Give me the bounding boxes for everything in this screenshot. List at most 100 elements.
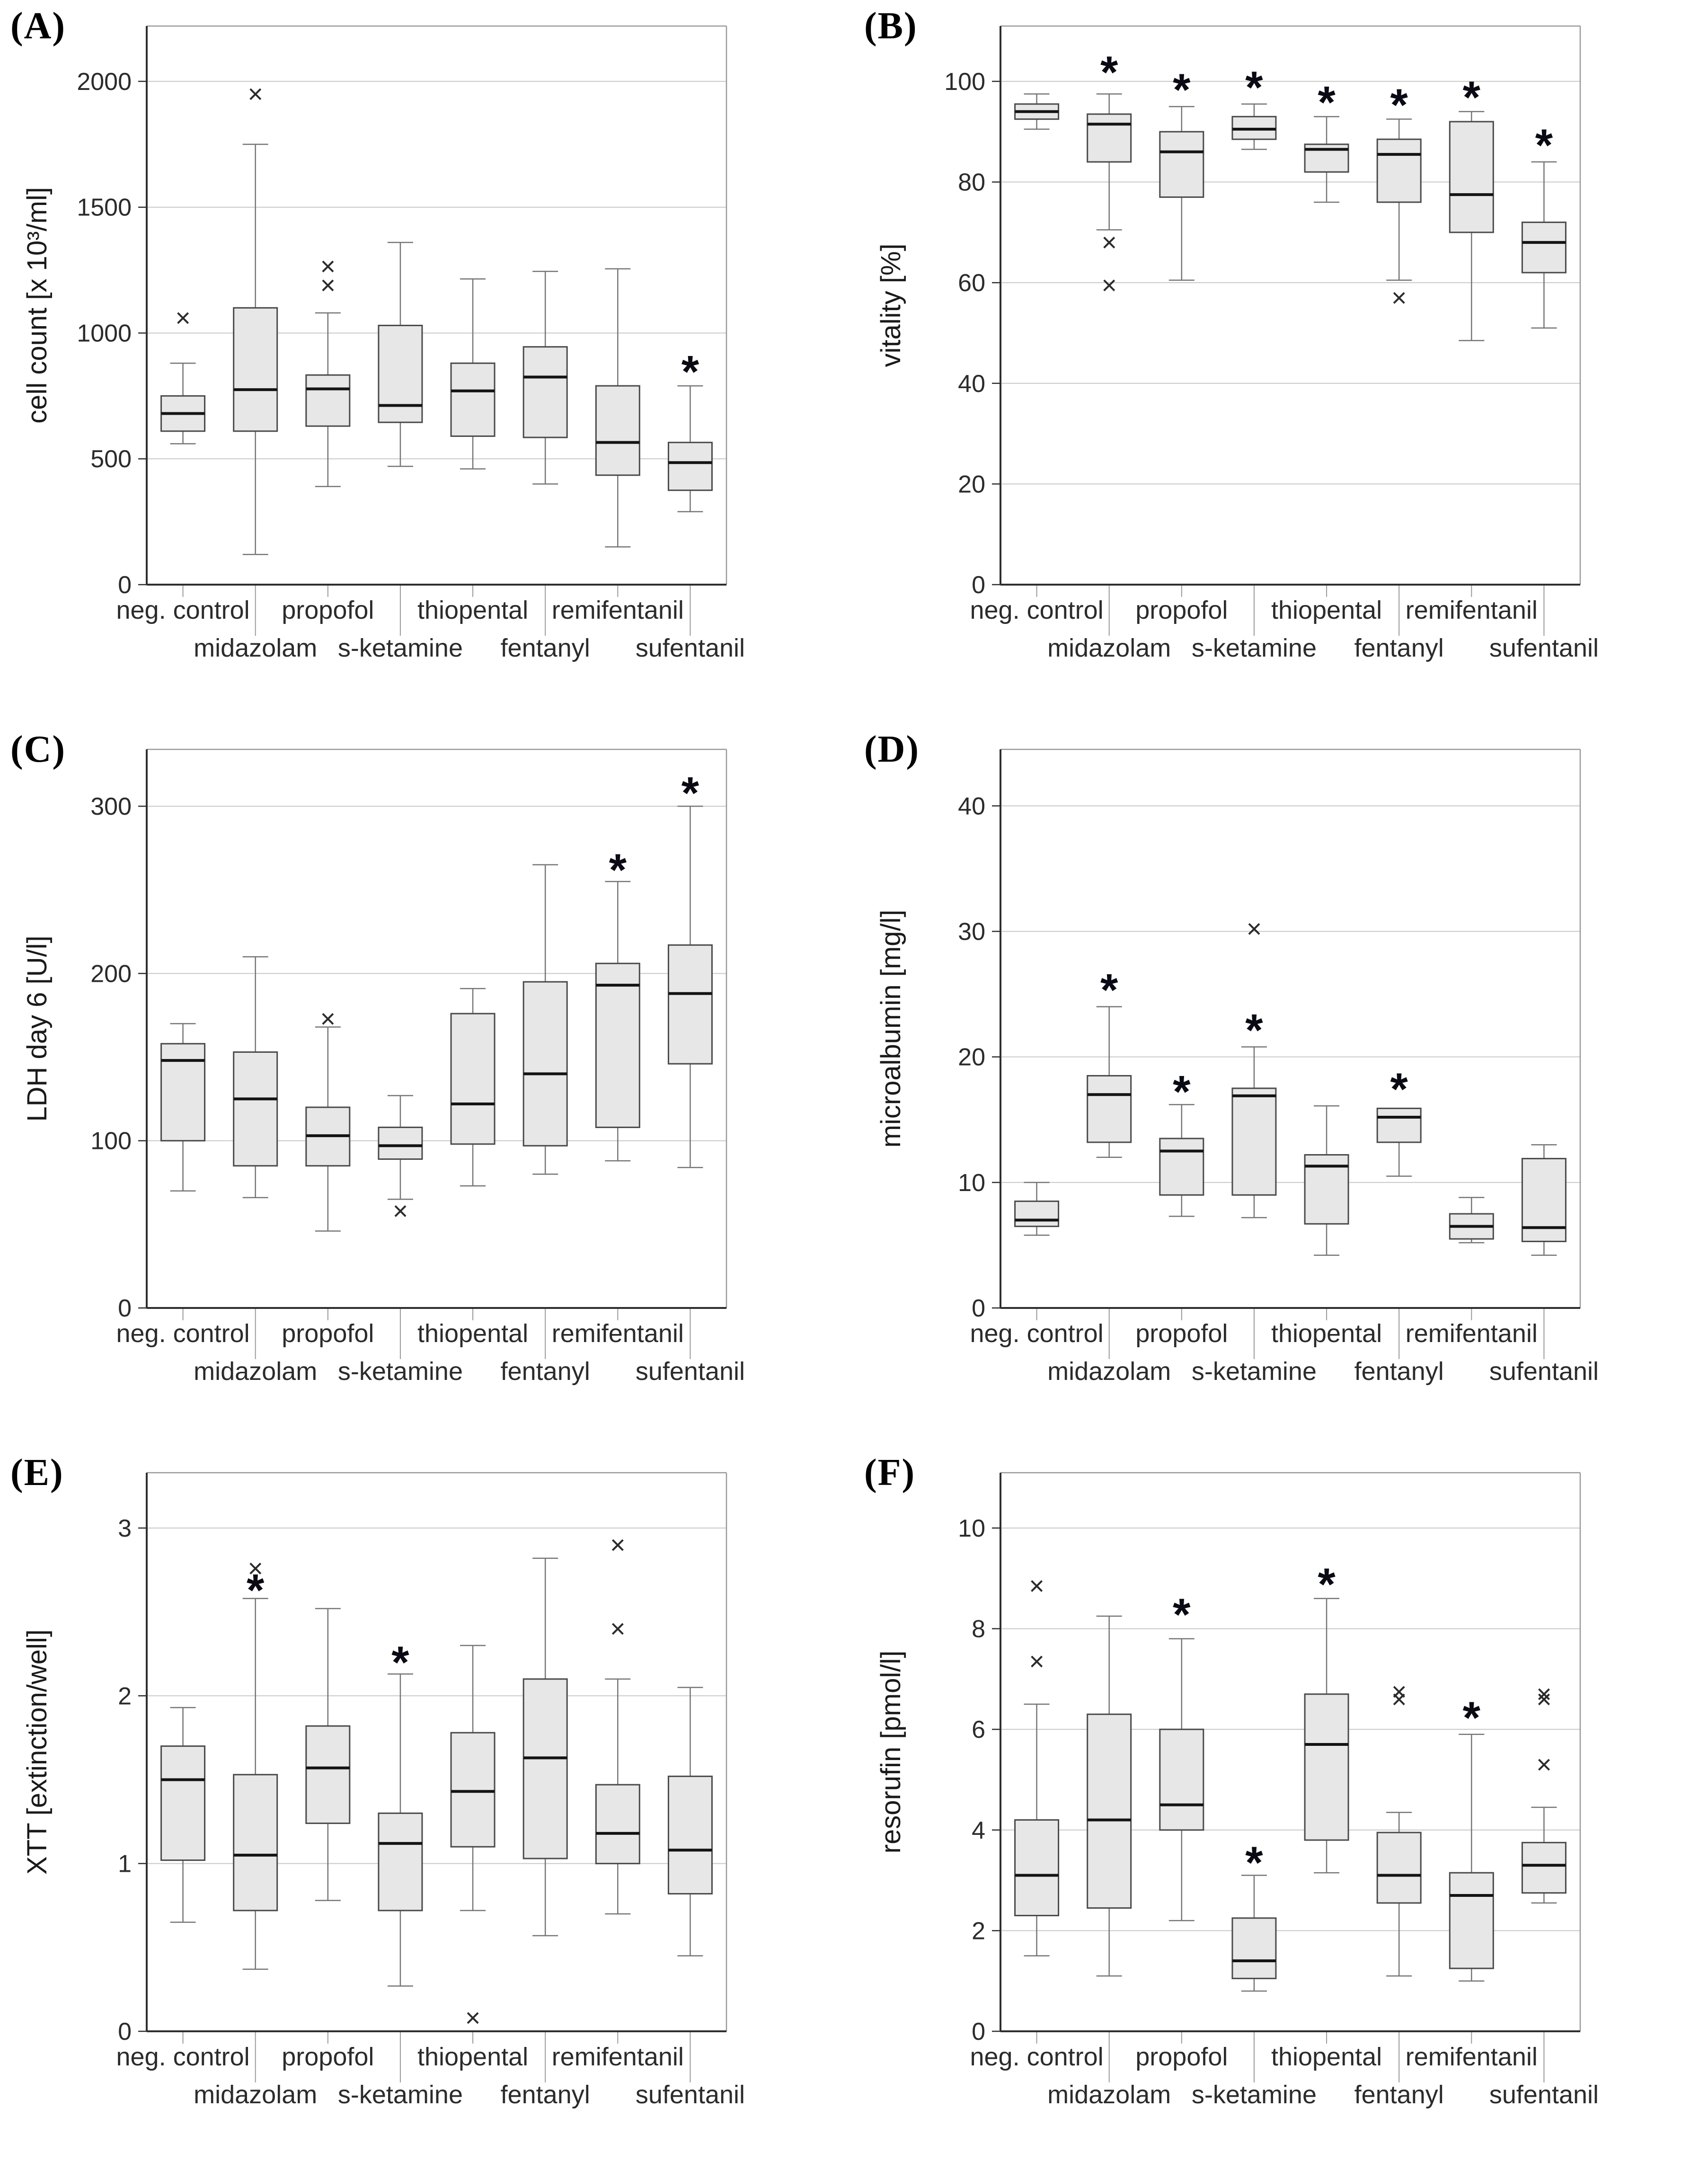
significance-star: * xyxy=(1463,1692,1481,1743)
y-tick-label: 0 xyxy=(972,2018,985,2045)
x-category-label: sufentanil xyxy=(636,1357,745,1386)
x-category-label: propofol xyxy=(1135,596,1228,624)
box-group-fentanyl: ×× xyxy=(1376,1676,1422,1977)
x-category-label: midazolam xyxy=(194,634,317,662)
outlier-marker: × xyxy=(610,1614,626,1644)
outlier-marker: × xyxy=(1536,1750,1552,1779)
box-group-remifentanil: * xyxy=(1449,72,1494,341)
box-group-thiopental xyxy=(450,278,496,470)
panel-d-letter: (D) xyxy=(864,729,920,770)
iqr-box xyxy=(1087,1075,1132,1143)
boxplot-xtt: 0 1 2 3 XTT [extinction/well] neg. control mid… xyxy=(22,1472,745,2109)
significance-star: * xyxy=(1463,72,1481,123)
x-category-label: neg. control xyxy=(970,596,1103,624)
x-category-label: neg. control xyxy=(116,1319,249,1348)
y-tick-label: 1 xyxy=(118,1850,132,1878)
x-category-label: remifentanil xyxy=(552,1319,684,1348)
x-category-label: thiopental xyxy=(1271,1319,1382,1348)
box-group-propofol: * xyxy=(1159,65,1204,281)
iqr-box xyxy=(305,374,351,427)
box-group-neg-control: × xyxy=(160,303,206,445)
box-group-sufentanil xyxy=(667,1687,713,1957)
outlier-marker: × xyxy=(393,1196,408,1226)
iqr-box xyxy=(667,1775,713,1894)
y-tick-label: 10 xyxy=(958,1515,985,1542)
y-tick-label: 0 xyxy=(972,571,985,599)
y-tick-label: 8 xyxy=(972,1616,985,1643)
x-category-label: s-ketamine xyxy=(1192,634,1317,662)
significance-star: * xyxy=(1173,1589,1191,1640)
x-category-label: fentanyl xyxy=(501,2081,590,2109)
x-category-label: fentanyl xyxy=(1354,634,1444,662)
box-group-fentanyl: * xyxy=(1376,1064,1422,1177)
panel-e-letter: (E) xyxy=(10,1452,64,1494)
y-tick-label: 40 xyxy=(958,370,985,398)
box-group-remifentanil xyxy=(1449,1197,1494,1244)
boxplot-vitality: 0 20 40 60 80 100 vitality [%] neg. control mida… xyxy=(876,25,1599,662)
box-group-s-ketamine: ×* xyxy=(1231,914,1277,1218)
outlier-marker: × xyxy=(248,79,263,109)
iqr-box xyxy=(667,442,713,491)
iqr-box xyxy=(1014,1819,1060,1916)
outlier-marker: × xyxy=(1101,227,1117,257)
iqr-box xyxy=(1376,138,1422,203)
significance-star: * xyxy=(681,768,699,818)
outlier-marker: × xyxy=(1391,1684,1407,1714)
y-tick-label: 3 xyxy=(118,1515,132,1542)
x-category-label: remifentanil xyxy=(552,2043,684,2071)
significance-star: * xyxy=(1100,47,1118,98)
box-group-remifentanil xyxy=(595,268,640,548)
significance-star: * xyxy=(1390,1064,1408,1115)
x-category-label: neg. control xyxy=(970,1319,1103,1348)
box-group-sufentanil: * xyxy=(1521,120,1566,329)
y-tick-label: 1500 xyxy=(77,194,132,222)
box-group-neg-control xyxy=(160,1707,206,1923)
outlier-marker: × xyxy=(320,251,336,281)
iqr-box xyxy=(522,1678,568,1859)
x-category-label: s-ketamine xyxy=(1192,1357,1317,1386)
iqr-box xyxy=(1087,113,1132,163)
box-group-propofol xyxy=(305,1608,351,1901)
significance-star: * xyxy=(1535,120,1553,171)
box-group-fentanyl xyxy=(522,1557,568,1937)
outlier-marker: × xyxy=(1029,1571,1044,1601)
panel-c: (C) 0 100 200 300 LDH day 6 [U/l] neg. contro… xyxy=(0,723,854,1447)
outlier-marker: × xyxy=(248,1553,263,1583)
boxplot-microalbumin: 0 10 20 30 40 microalbumin [mg/l] neg. control… xyxy=(876,748,1599,1386)
iqr-box xyxy=(667,944,713,1065)
x-category-label: midazolam xyxy=(194,1357,317,1386)
box-group-remifentanil: ×× xyxy=(595,1530,640,1915)
x-category-label: midazolam xyxy=(1047,1357,1171,1386)
panel-f-letter: (F) xyxy=(864,1452,916,1494)
iqr-box xyxy=(1521,222,1566,274)
outlier-marker: × xyxy=(1536,1684,1552,1714)
box-group-fentanyl xyxy=(522,864,568,1175)
y-tick-label: 0 xyxy=(972,1295,985,1322)
box-group-midazolam xyxy=(233,956,278,1199)
y-tick-label: 30 xyxy=(958,918,985,945)
significance-star: * xyxy=(1173,1067,1191,1117)
x-category-label: propofol xyxy=(1135,2043,1228,2071)
y-axis-title: XTT [extinction/well] xyxy=(22,1629,53,1875)
iqr-box xyxy=(378,1812,423,1912)
box-group-fentanyl: ×* xyxy=(1376,80,1422,312)
x-category-label: propofol xyxy=(1135,1319,1228,1348)
panel-d: (D) 0 10 20 30 40 microalbumin [mg/l] neg. con… xyxy=(854,723,1708,1447)
x-category-label: neg. control xyxy=(116,2043,249,2071)
panel-e: (E) 0 1 2 3 XTT [extinction/well] neg. contro… xyxy=(0,1447,854,2170)
y-tick-label: 100 xyxy=(944,68,985,96)
iqr-box xyxy=(450,1013,496,1145)
y-tick-label: 500 xyxy=(90,445,132,473)
y-tick-label: 4 xyxy=(972,1817,985,1844)
y-tick-label: 0 xyxy=(118,571,132,599)
box-group-thiopental: * xyxy=(1304,1559,1349,1874)
outlier-marker: × xyxy=(1391,1676,1407,1706)
panel-f: (F) 0 2 4 6 8 10 resorufin [pmol/l] neg. contro… xyxy=(854,1447,1708,2170)
x-category-label: sufentanil xyxy=(1489,1357,1599,1386)
box-group-neg-control xyxy=(1014,1182,1060,1236)
iqr-box xyxy=(522,346,568,438)
iqr-box xyxy=(233,1051,278,1167)
box-group-neg-control xyxy=(160,1023,206,1192)
significance-star: * xyxy=(1245,62,1263,113)
